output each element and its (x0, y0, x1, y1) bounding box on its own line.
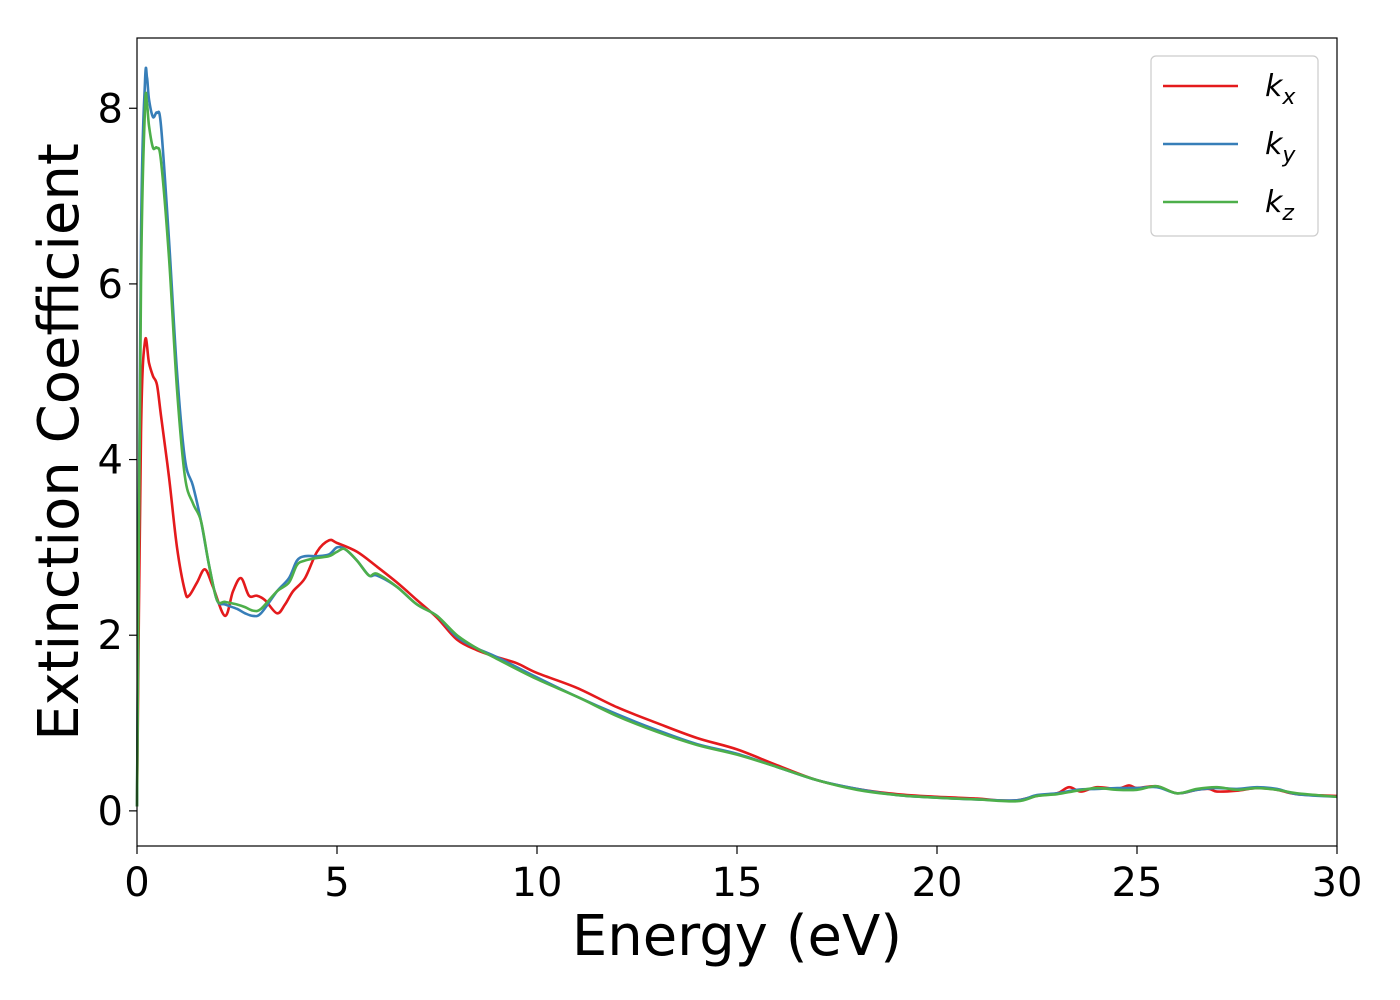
x-tick-label: 25 (1112, 860, 1163, 906)
x-tick-label: 30 (1312, 860, 1363, 906)
x-tick-label: 20 (912, 860, 963, 906)
y-axis-ticks: 0 2 4 6 8 (98, 86, 137, 835)
series-layer (135, 66, 1338, 807)
legend-label-x: kx (1265, 69, 1296, 110)
legend-label-y: ky (1265, 127, 1296, 168)
series-line-x (135, 337, 1338, 807)
x-tick-label: 5 (324, 860, 349, 906)
x-tick-label: 10 (512, 860, 563, 906)
x-axis-ticks: 0 5 10 15 20 25 30 (124, 846, 1362, 906)
y-tick-label: 6 (98, 262, 123, 308)
y-axis-title: Extinction Coefficient (27, 143, 92, 741)
x-tick-label: 0 (124, 860, 149, 906)
series-line-z (135, 91, 1338, 807)
y-tick-label: 8 (98, 86, 123, 132)
x-axis-title: Energy (eV) (572, 904, 902, 969)
legend: kx ky kz (1150, 55, 1319, 237)
y-tick-label: 4 (98, 438, 123, 484)
legend-box (1150, 55, 1319, 237)
x-tick-label: 15 (712, 860, 763, 906)
legend-label-z: kz (1265, 185, 1294, 226)
y-tick-label: 2 (98, 613, 123, 659)
y-tick-label: 0 (98, 789, 123, 835)
